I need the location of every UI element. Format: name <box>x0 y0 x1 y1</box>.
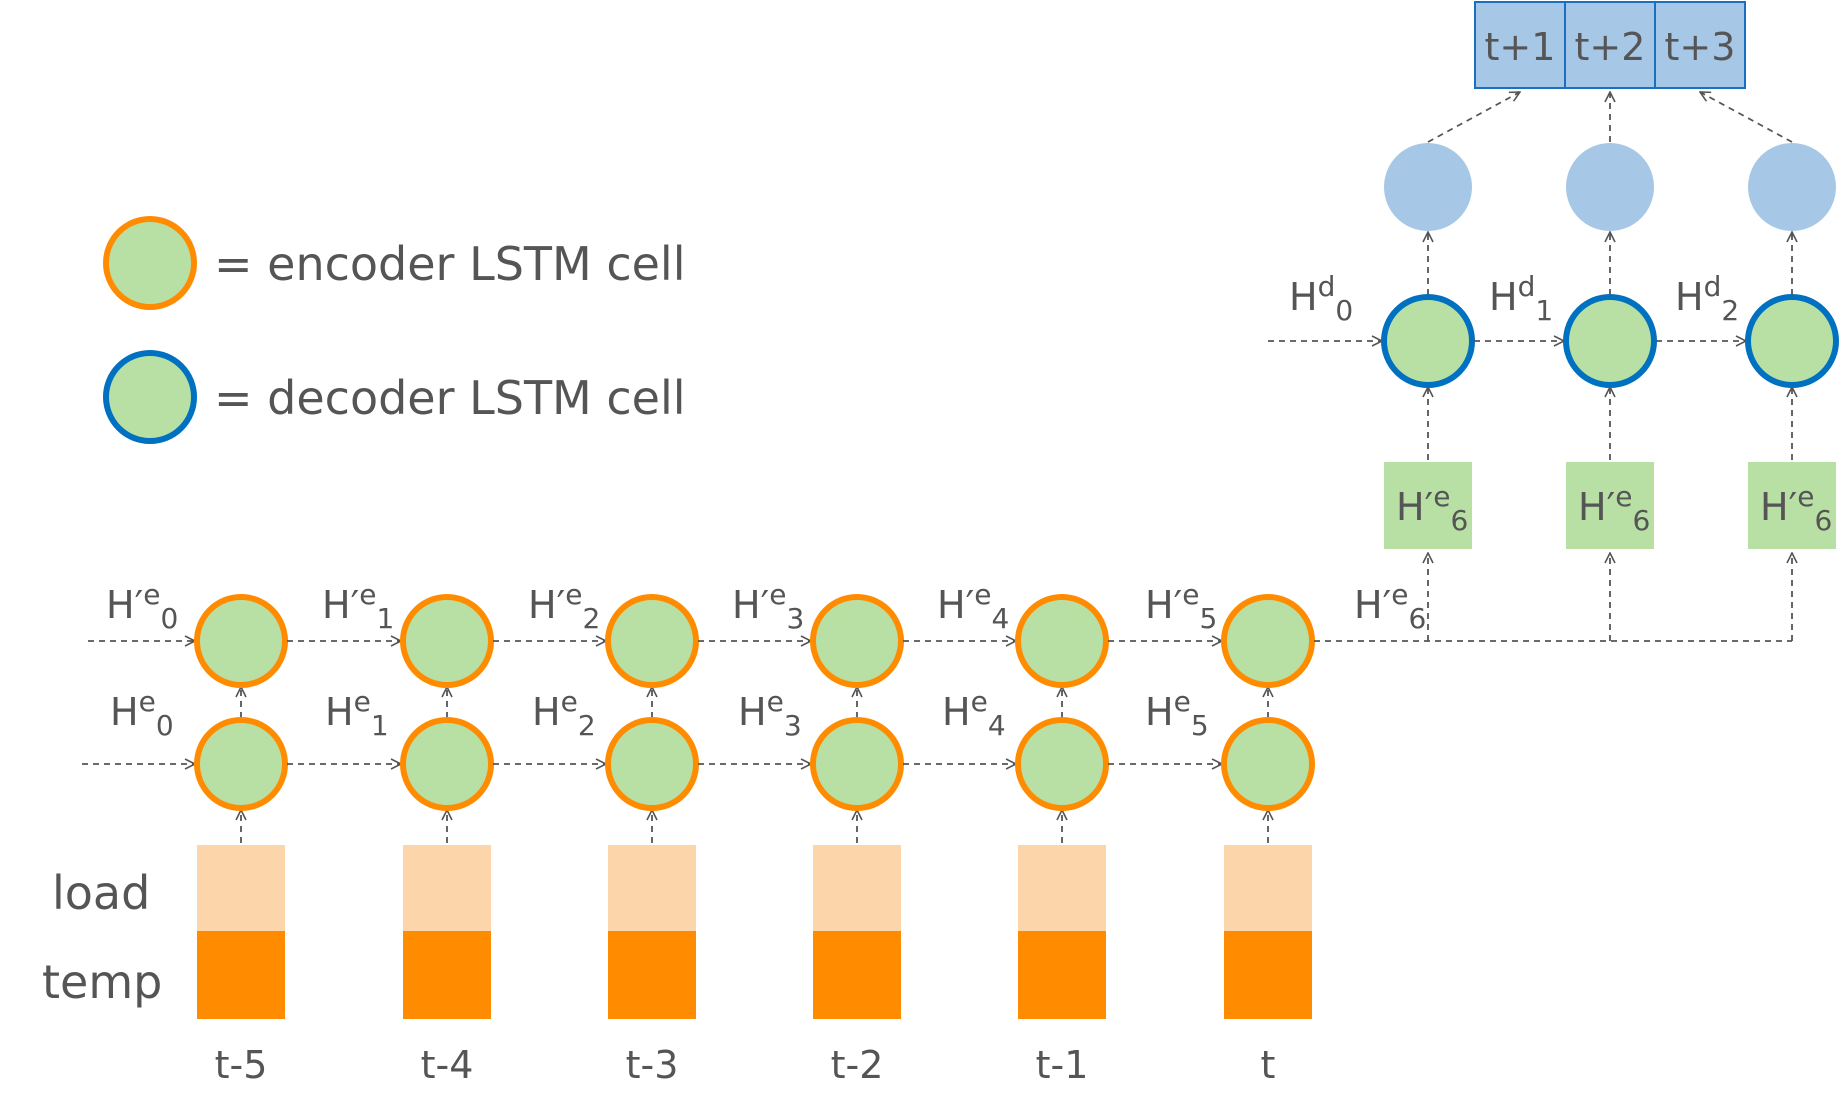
output-box <box>1654 1 1746 89</box>
load-input-bar <box>1224 845 1312 931</box>
legend-decoder-cell-icon <box>103 350 197 444</box>
legend-encoder-text: = encoder LSTM cell <box>214 237 685 291</box>
temp-input-bar <box>1018 931 1106 1019</box>
decoder-cell <box>1381 294 1475 388</box>
encoder-l2-state-label: H′e3 <box>732 578 804 635</box>
encoder-l1-state-label: He5 <box>1145 685 1209 742</box>
decoder-output-node <box>1748 143 1836 231</box>
encoder-l1-cell <box>1015 717 1109 811</box>
temp-input-bar <box>608 931 696 1019</box>
load-input-bar <box>403 845 491 931</box>
encoder-l2-cell <box>605 594 699 688</box>
encoder-l1-cell <box>810 717 904 811</box>
decoder-output-node <box>1384 143 1472 231</box>
encoder-l1-state-label: He3 <box>738 685 802 742</box>
decoder: H′e6 H′e6 H′e6 Hd0 Hd1 Hd2 t+1 t+2 t+3 <box>1268 1 1839 641</box>
timestep-label: t-5 <box>215 1043 268 1087</box>
encoder-l1-cell <box>605 717 699 811</box>
output-box <box>1564 1 1656 89</box>
load-input-bar <box>608 845 696 931</box>
temp-input-bar <box>1224 931 1312 1019</box>
output-box <box>1474 1 1566 89</box>
load-input-bar <box>197 845 285 931</box>
timestep-label: t-2 <box>831 1043 884 1087</box>
encoder-l2-cell <box>194 594 288 688</box>
decoder-input-box <box>1384 462 1472 549</box>
decoder-state-label: Hd1 <box>1489 270 1553 327</box>
encoder-l1-state-label: He4 <box>942 685 1006 742</box>
decoder-input-label: H′e6 <box>1578 480 1650 537</box>
decoder-input-label: H′e6 <box>1760 480 1832 537</box>
temp-row-label: temp <box>42 955 162 1009</box>
timestep-label: t <box>1261 1043 1276 1087</box>
legend-encoder-cell-icon <box>103 216 197 310</box>
output-arrow <box>1700 92 1793 143</box>
temp-input-bar <box>403 931 491 1019</box>
decoder-input-box <box>1748 462 1836 549</box>
encoder-l1-state-label: He0 <box>110 685 174 742</box>
encoder-l2-state-label: H′e4 <box>937 578 1009 635</box>
encoder-l1-cell <box>400 717 494 811</box>
timestep-label: t-4 <box>421 1043 474 1087</box>
decoder-input-box <box>1566 462 1654 549</box>
output-label: t+1 <box>1485 25 1556 69</box>
temp-input-bar <box>813 931 901 1019</box>
encoder-l2-state-label: H′e2 <box>528 578 600 635</box>
temp-input-bar <box>197 931 285 1019</box>
encoder-l2-cell <box>810 594 904 688</box>
decoder-state-label: Hd0 <box>1289 270 1353 327</box>
encoder-l2-state-label: H′e5 <box>1145 578 1217 635</box>
decoder-state-label: Hd2 <box>1675 270 1739 327</box>
decoder-cell <box>1563 294 1657 388</box>
encoder-l2-cell <box>1015 594 1109 688</box>
legend-decoder-text: = decoder LSTM cell <box>214 371 686 425</box>
output-label: t+2 <box>1575 25 1646 69</box>
encoder-l1-cell <box>1221 717 1315 811</box>
encoder-l2-state-label: H′e6 <box>1354 578 1426 635</box>
load-input-bar <box>813 845 901 931</box>
encoder-l2-state-label: H′e0 <box>106 578 178 635</box>
timestep-label: t-3 <box>626 1043 679 1087</box>
decoder-cell <box>1745 294 1839 388</box>
timestep-label: t-1 <box>1036 1043 1089 1087</box>
load-input-bar <box>1018 845 1106 931</box>
encoder-l2-cell <box>1221 594 1315 688</box>
encoder: t-5 t-4 t-3 t-2 t-1 t He0 He1 He2 He3 He4 He5 H′e0 H′… <box>82 578 1792 1087</box>
encoder-l2-cell <box>400 594 494 688</box>
encoder-l1-cell <box>194 717 288 811</box>
encoder-l2-state-label: H′e1 <box>322 578 394 635</box>
output-arrow <box>1427 92 1520 143</box>
legend: = encoder LSTM cell = decoder LSTM cell <box>103 216 686 444</box>
output-label: t+3 <box>1665 25 1736 69</box>
load-row-label: load <box>52 866 150 920</box>
encoder-l1-state-label: He1 <box>325 685 389 742</box>
encoder-l1-state-label: He2 <box>532 685 596 742</box>
decoder-output-node <box>1566 143 1654 231</box>
decoder-input-label: H′e6 <box>1396 480 1468 537</box>
